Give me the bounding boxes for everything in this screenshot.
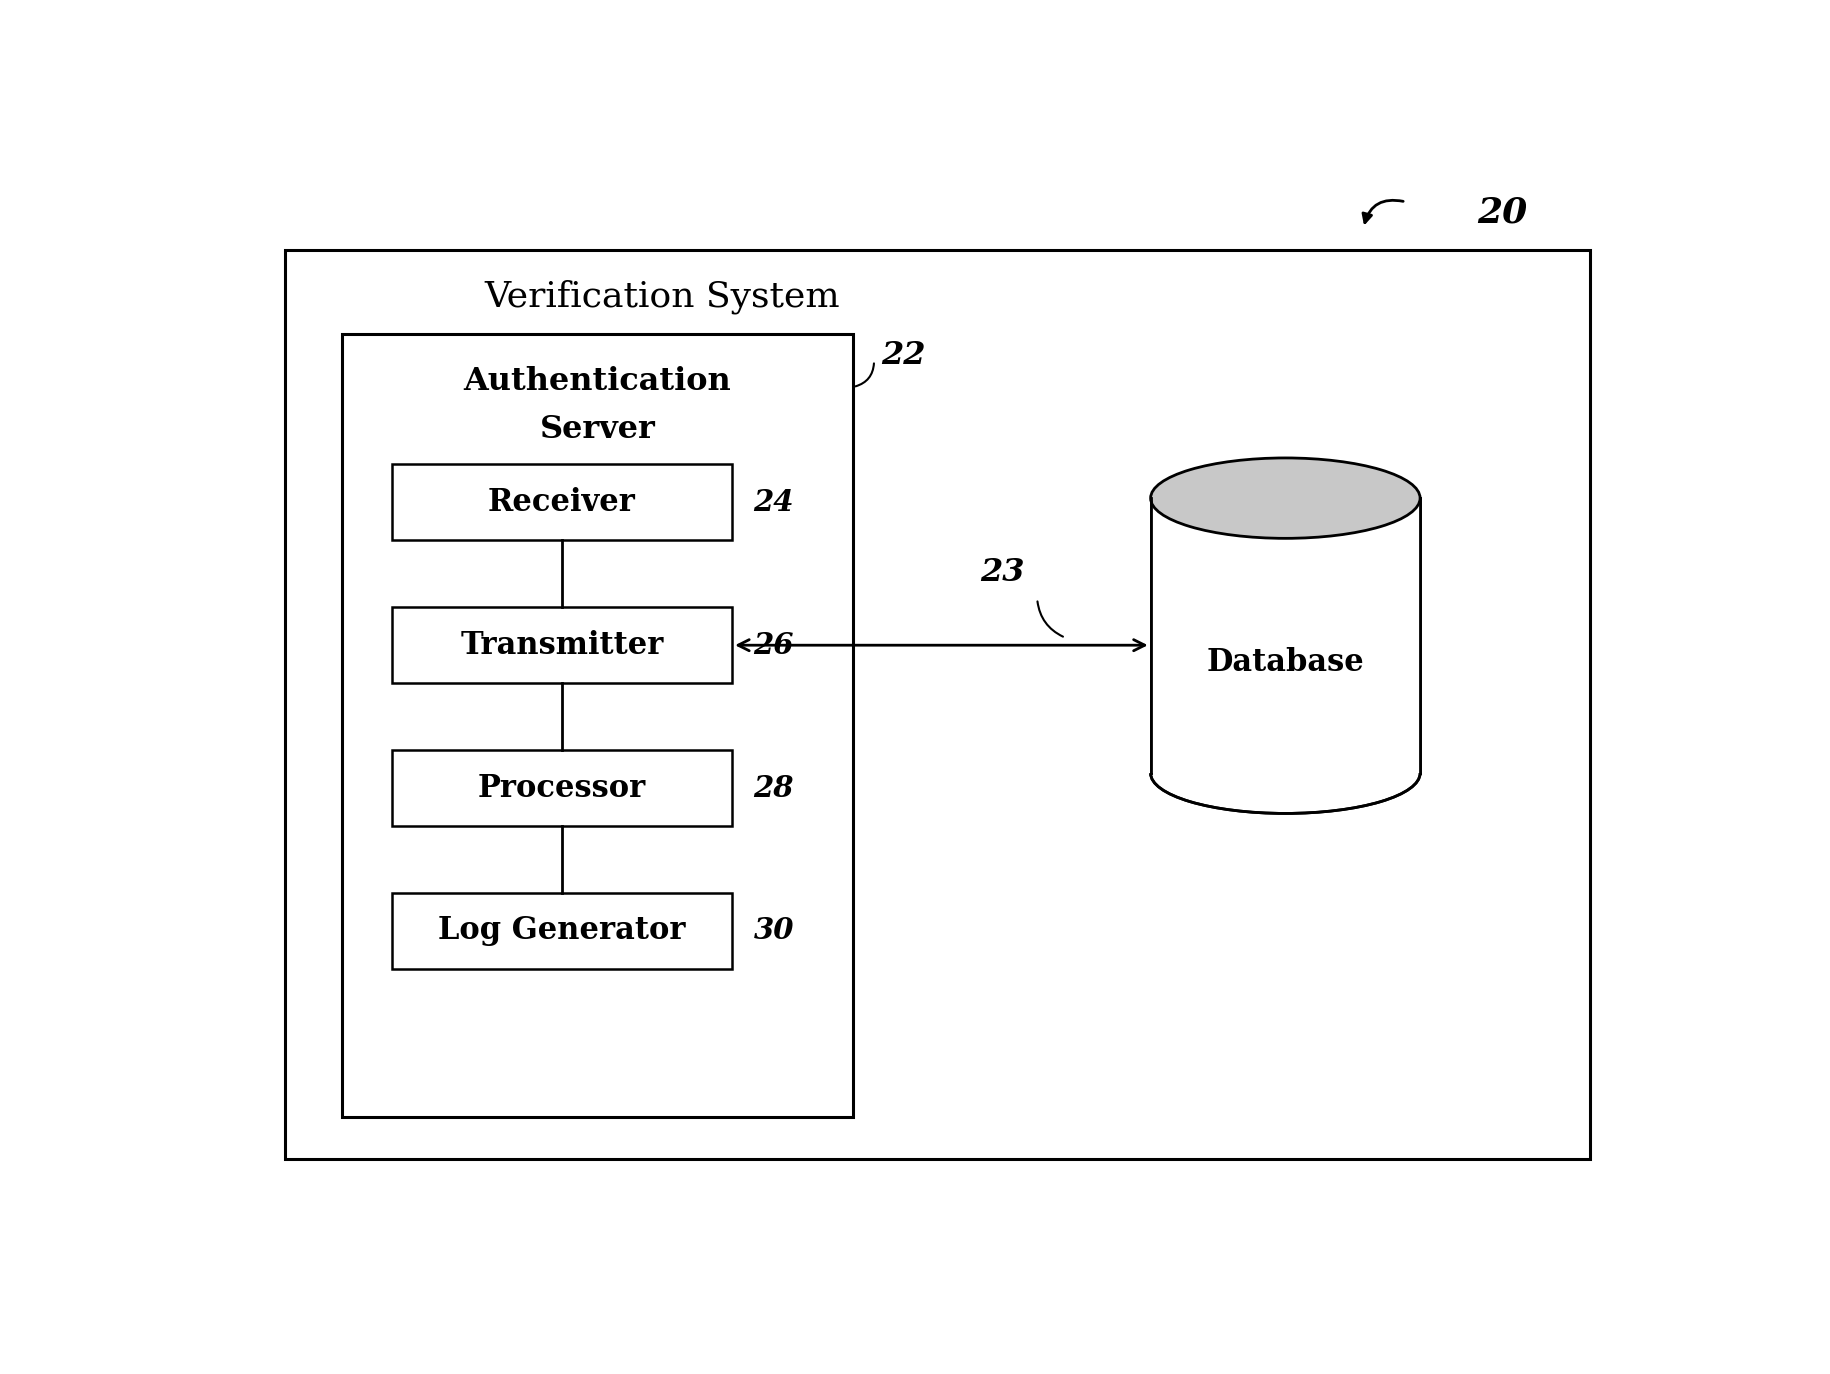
Text: 22: 22 — [882, 339, 926, 371]
Bar — [342, 334, 853, 1117]
Bar — [392, 464, 732, 540]
Bar — [392, 750, 732, 826]
Text: 28: 28 — [754, 774, 794, 802]
Text: Log Generator: Log Generator — [439, 915, 686, 947]
Bar — [1151, 499, 1420, 774]
Text: Verification System: Verification System — [483, 280, 840, 315]
Ellipse shape — [1151, 732, 1420, 813]
Bar — [285, 250, 1590, 1160]
Text: 30: 30 — [754, 916, 794, 945]
Text: 26: 26 — [754, 631, 794, 660]
Text: Authentication: Authentication — [463, 367, 732, 397]
Ellipse shape — [1151, 458, 1420, 539]
Text: Processor: Processor — [478, 772, 646, 804]
Text: Server: Server — [540, 414, 655, 445]
Text: 23: 23 — [981, 556, 1025, 588]
Bar — [392, 893, 732, 969]
Bar — [392, 607, 732, 683]
Text: 20: 20 — [1477, 195, 1526, 229]
Text: Receiver: Receiver — [489, 486, 637, 518]
Text: 24: 24 — [754, 488, 794, 517]
Text: Database: Database — [1206, 647, 1363, 677]
Text: Transmitter: Transmitter — [461, 629, 664, 661]
Bar — [1151, 499, 1420, 774]
